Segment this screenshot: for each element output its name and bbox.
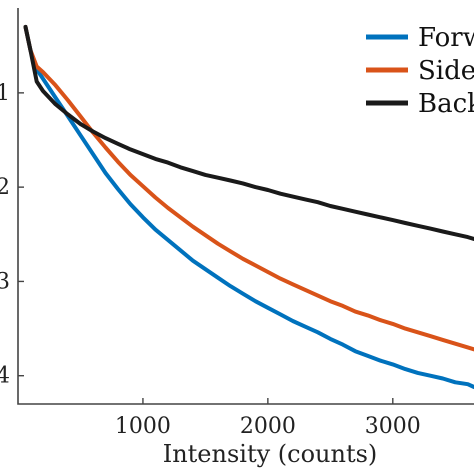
legend-label-forw: Forw [418,23,474,53]
legend-label-back: Back [418,89,474,119]
y-tick-label: 4 [0,364,10,389]
series-line-back [23,24,474,241]
series-lines [23,24,474,389]
y-tick-label: 1 [0,81,10,106]
x-axis-label: Intensity (counts) [163,440,378,468]
y-tick-label: 2 [0,175,10,200]
series-line-forw [23,24,474,389]
y-tick-label: 3 [0,269,10,294]
legend-label-side: Side [418,56,474,86]
tick-labels: 1000 2000 3000 1 2 3 4 [0,81,421,439]
axis-ticks [18,92,394,404]
x-tick-label: 3000 [365,414,421,439]
series-line-side [23,24,474,352]
legend: ForwSideBack [359,13,474,127]
x-tick-label: 1000 [115,414,171,439]
plot-axes [17,8,474,405]
x-tick-label: 2000 [240,414,296,439]
